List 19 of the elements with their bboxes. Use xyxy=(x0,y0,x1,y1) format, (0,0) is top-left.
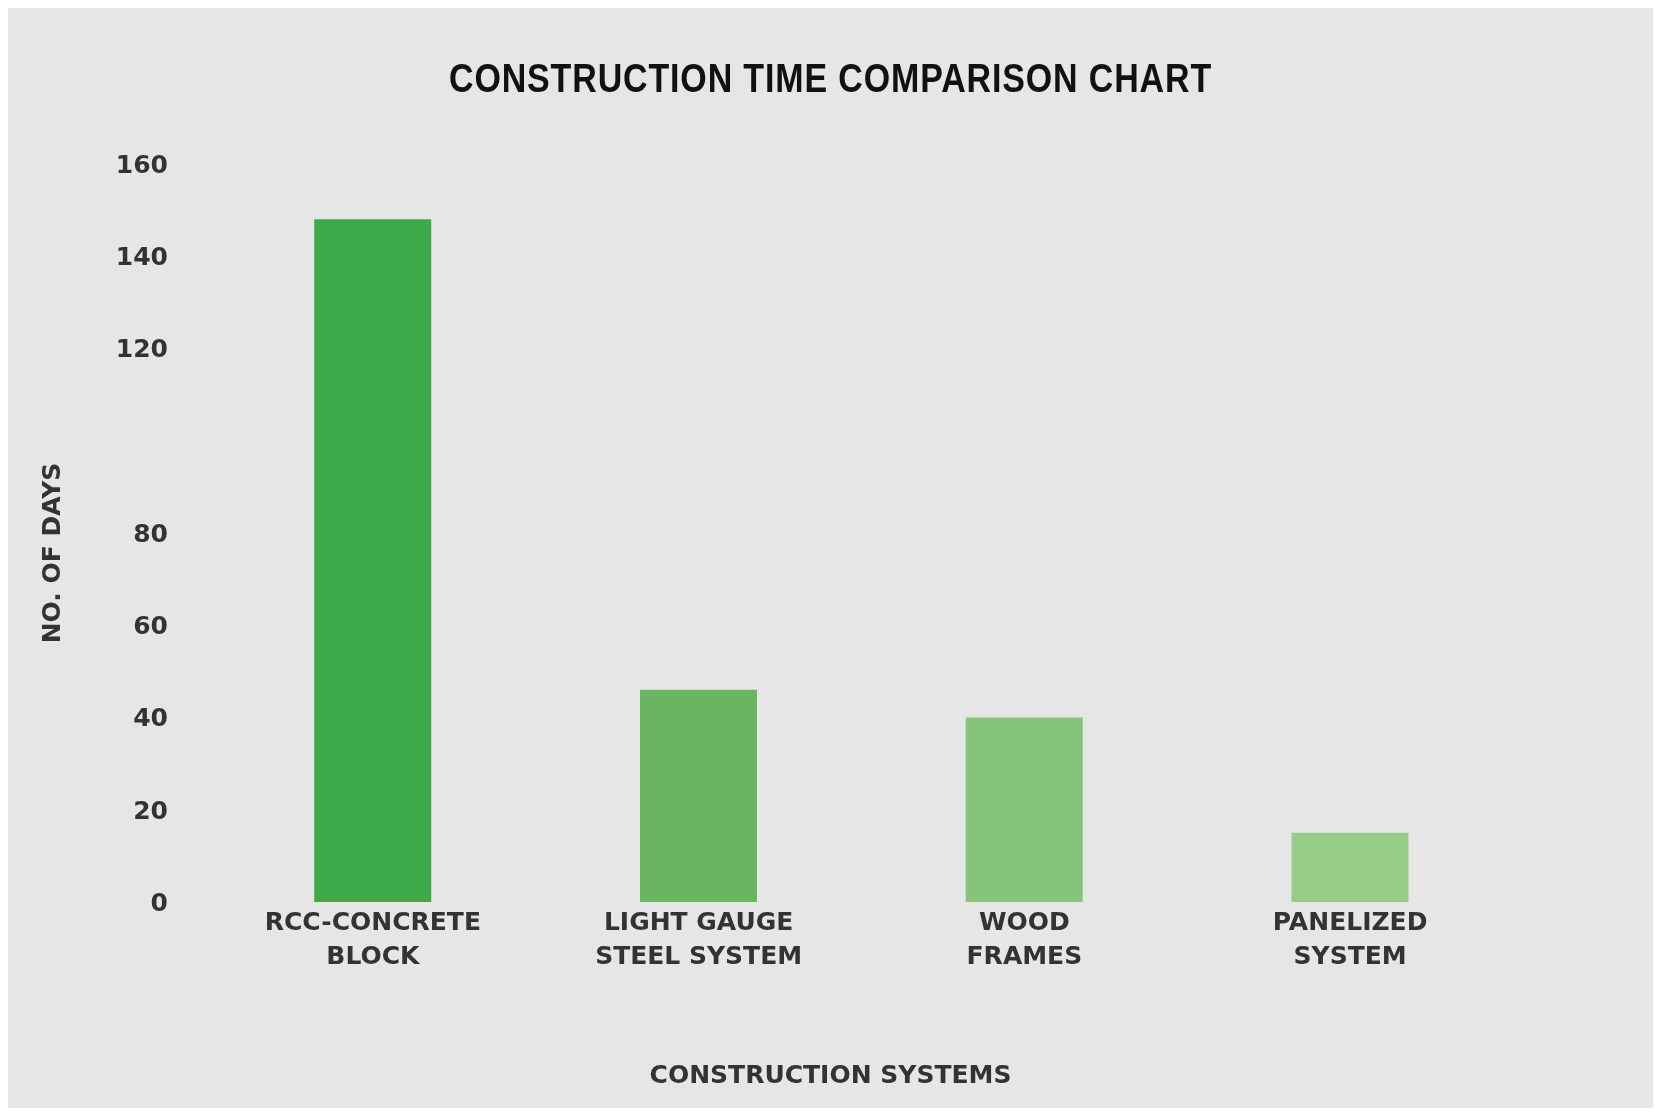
chart-title: CONSTRUCTION TIME COMPARISON CHART xyxy=(448,56,1213,101)
y-tick-label: 140 xyxy=(115,242,168,272)
bar xyxy=(1291,832,1409,902)
y-tick-label: 80 xyxy=(133,518,168,548)
y-tick-label: 0 xyxy=(150,887,168,917)
x-tick-label: LIGHT GAUGE STEEL SYSTEM xyxy=(595,907,803,970)
x-tick-label: RCC-CONCRETE BLOCK xyxy=(264,907,481,970)
y-tick-label: 160 xyxy=(115,149,168,179)
bar xyxy=(639,689,757,902)
y-tick-label: 20 xyxy=(133,795,168,825)
y-tick-label: 40 xyxy=(133,703,168,733)
x-tick-label: PANELIZED SYSTEM xyxy=(1272,907,1428,970)
x-tick-label: WOOD FRAMES xyxy=(966,907,1083,970)
bar xyxy=(314,219,432,902)
bar xyxy=(965,717,1083,902)
y-tick-label: 120 xyxy=(115,334,168,364)
y-axis-title: NO. OF DAYS xyxy=(37,461,67,646)
y-tick-label: 60 xyxy=(133,611,168,641)
x-axis-title: CONSTRUCTION SYSTEMS xyxy=(648,1060,1013,1089)
